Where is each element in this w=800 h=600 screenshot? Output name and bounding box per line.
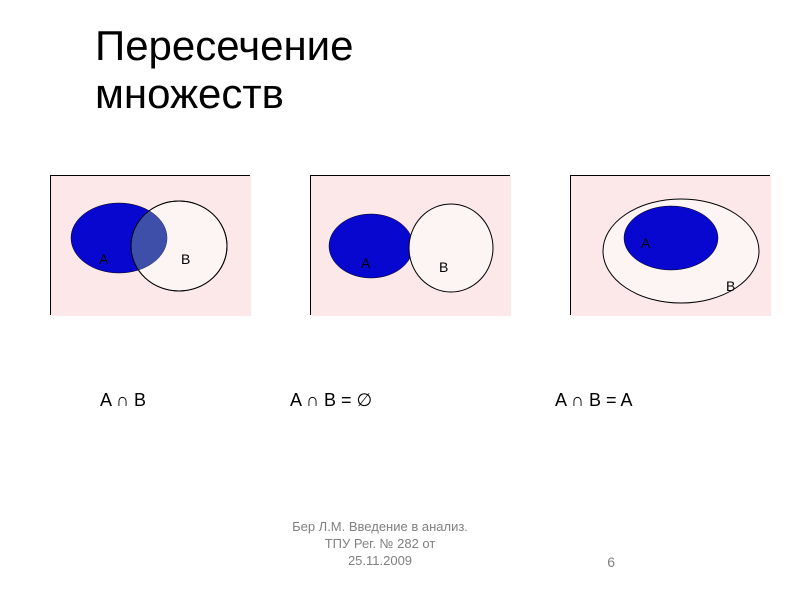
venn-disjoint-svg: A B [311,176,511,316]
caption-disjoint: A ∩ B = ∅ [290,390,372,411]
footer-line-2: ТПУ Рег. № 282 от [325,536,436,551]
label-b: B [726,278,735,294]
venn-subset-svg: A B [571,176,771,316]
diagram-row: A B A B A B [50,175,770,315]
caption-subset: A ∩ B = A [555,390,632,411]
label-a: A [641,235,651,251]
label-b: B [181,251,190,267]
venn-panel-overlap: A B [50,175,250,315]
label-a: A [99,251,109,267]
venn-panel-disjoint: A B [310,175,510,315]
footer-line-1: Бер Л.М. Введение в анализ. [292,519,468,534]
title-line-2: множеств [95,70,284,117]
caption-overlap: A ∩ B [100,390,146,411]
page-title: Пересечение множеств [95,22,353,119]
venn-panel-subset: A B [570,175,770,315]
page-number: 6 [607,554,615,570]
label-a: A [361,255,371,271]
footer-author: Бер Л.М. Введение в анализ. ТПУ Рег. № 2… [260,519,500,570]
title-line-1: Пересечение [95,22,353,69]
venn-overlap-svg: A B [51,176,251,316]
footer-line-3: 25.11.2009 [348,553,412,568]
label-b: B [439,259,448,275]
